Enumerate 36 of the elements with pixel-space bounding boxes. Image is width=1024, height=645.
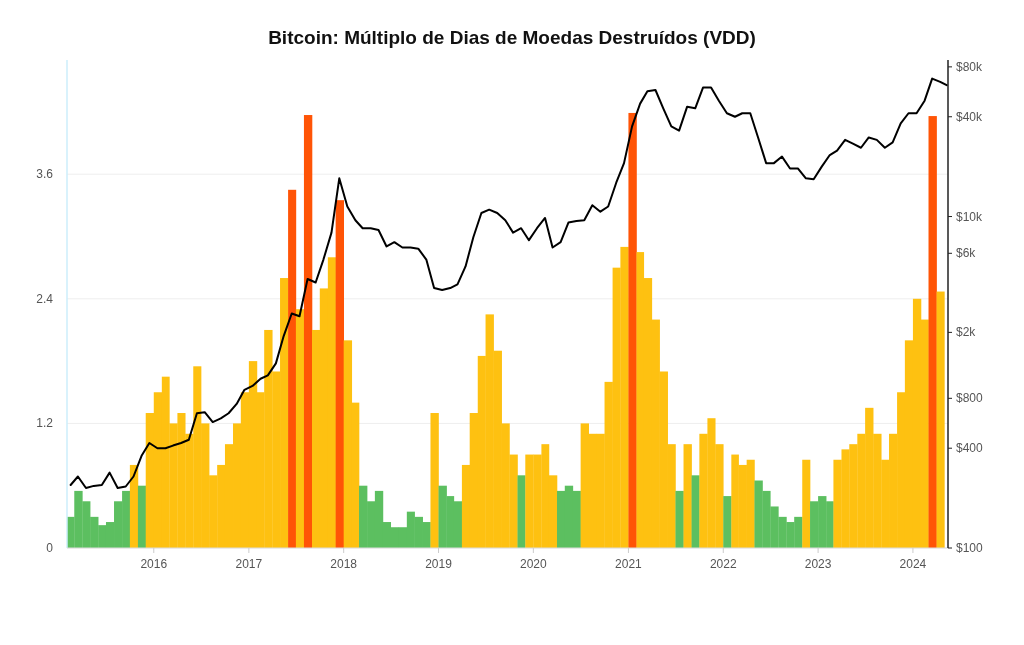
y-tick-label: 0 (46, 541, 54, 555)
bar (928, 116, 937, 548)
bar (675, 490, 684, 548)
bar (430, 413, 439, 548)
y2-tick-label: $6k (956, 246, 977, 261)
y2-tick-label: $100 (956, 541, 984, 555)
bar (936, 291, 945, 548)
bar (723, 496, 732, 548)
bar (137, 485, 147, 548)
x-tick-label: 2021 (615, 557, 643, 571)
line-series (69, 77, 948, 490)
bar (288, 189, 297, 548)
y2-tick-label: $80k (956, 59, 984, 74)
x-tick-label: 2022 (709, 557, 737, 571)
x-tick-label: 2019 (425, 557, 453, 571)
chart-title: Bitcoin: Múltiplo de Dias de Moedas Destruídos (VDD) (268, 27, 756, 48)
bar (295, 309, 305, 548)
bar (802, 459, 811, 548)
y2-tick-label: $800 (956, 391, 984, 406)
x-tick-label: 2018 (330, 557, 358, 571)
y2-tick-label: $400 (956, 441, 984, 456)
y-tick-label: 1.2 (36, 416, 54, 431)
y-tick-label: 3.6 (36, 167, 54, 182)
bar (335, 200, 344, 548)
y2-tick-label: $2k (956, 325, 977, 340)
bar (683, 444, 692, 548)
x-tick-label: 2024 (899, 557, 927, 571)
y2-tick-label: $40k (956, 109, 984, 124)
bar (628, 112, 637, 548)
x-tick-label: 2016 (140, 557, 168, 571)
x-tick-label: 2017 (235, 557, 263, 571)
y-tick-label: 2.4 (36, 291, 54, 306)
bar (303, 115, 313, 548)
x-tick-label: 2020 (520, 557, 548, 571)
x-tick-label: 2023 (804, 557, 832, 571)
y2-tick-label: $10k (956, 209, 984, 224)
